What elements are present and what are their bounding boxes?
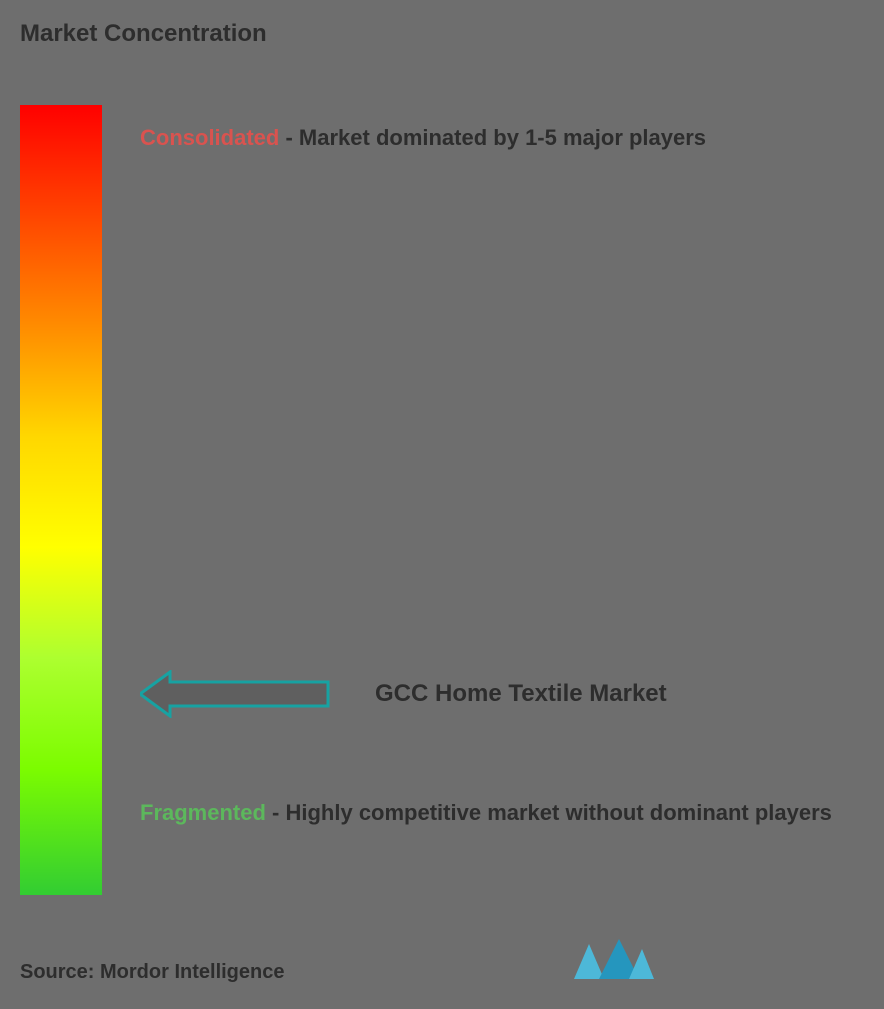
mordor-logo: [574, 939, 654, 989]
fragmented-label: Fragmented: [140, 800, 266, 825]
source-attribution: Source: Mordor Intelligence: [20, 961, 284, 984]
consolidated-description: - Market dominated by 1-5 major players: [285, 125, 706, 150]
chart-title: Market Concentration: [20, 20, 267, 48]
arrow-icon: [140, 670, 330, 718]
fragmented-line: Fragmented - Highly competitive market w…: [140, 800, 832, 826]
fragmented-description: - Highly competitive market without domi…: [272, 800, 832, 825]
logo-icon: [574, 939, 654, 989]
consolidated-line: Consolidated - Market dominated by 1-5 m…: [140, 125, 706, 151]
position-arrow: [140, 670, 330, 718]
concentration-gradient-bar: [20, 105, 102, 895]
infographic-container: Market Concentration Consolidated - Mark…: [0, 0, 884, 1009]
market-name: GCC Home Textile Market: [375, 680, 667, 708]
consolidated-label: Consolidated: [140, 125, 279, 150]
